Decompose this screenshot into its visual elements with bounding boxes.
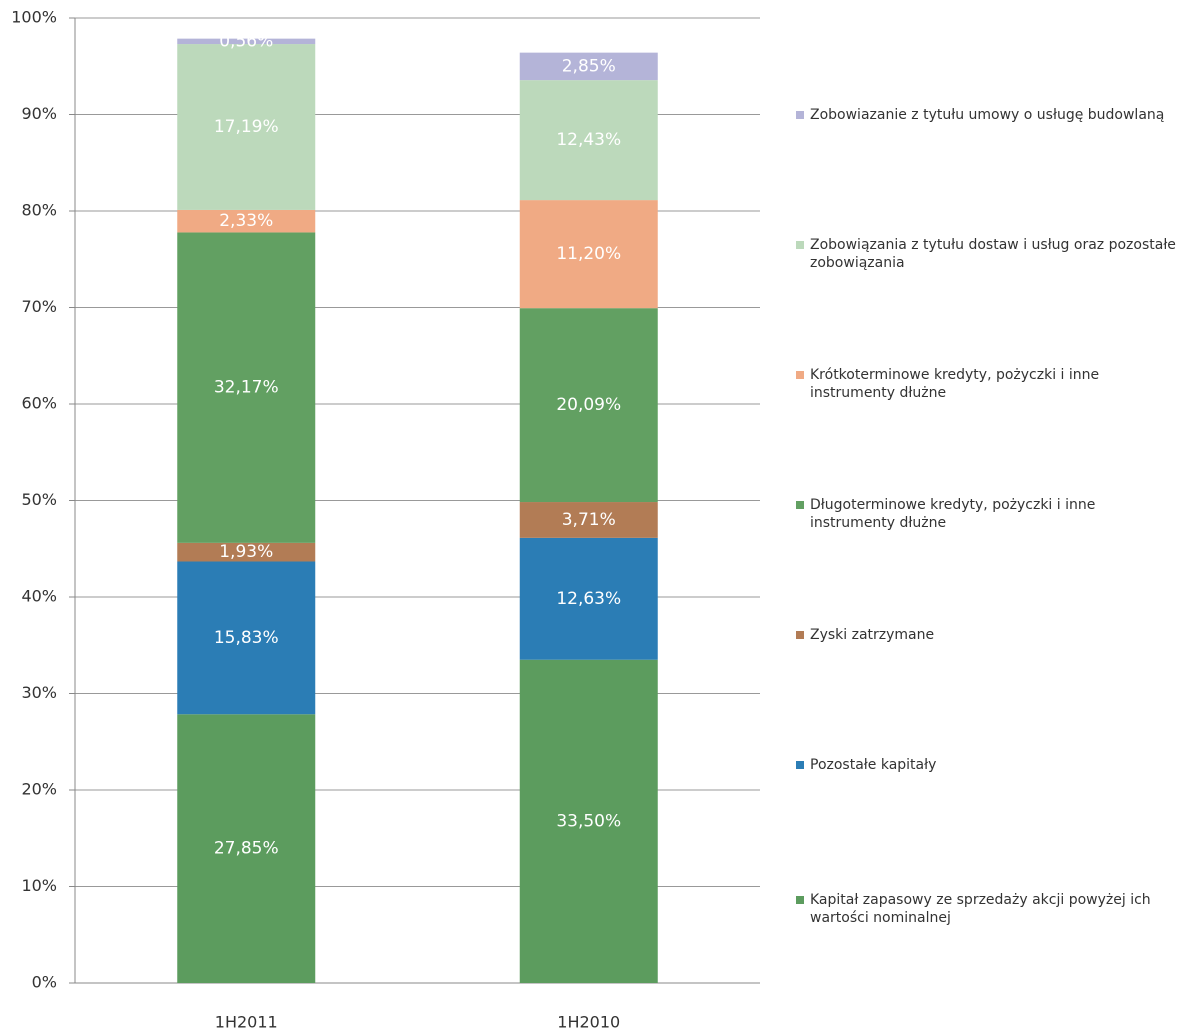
legend-item: Długoterminowe kredyty, pożyczki i inne … <box>796 496 1176 532</box>
y-tick-label: 30% <box>21 683 57 702</box>
legend-label: Długoterminowe kredyty, pożyczki i inne … <box>810 497 1096 531</box>
bar-segment <box>177 714 316 983</box>
value-label: 27,85% <box>214 839 279 859</box>
legend-swatch <box>796 241 804 249</box>
bar-segment <box>177 209 316 233</box>
legend-item: Pozostałe kapitały <box>796 756 1176 774</box>
bar-segment <box>519 200 658 309</box>
legend-label: Krótkoterminowe kredyty, pożyczki i inne… <box>810 367 1100 401</box>
value-label: 32,17% <box>214 378 279 398</box>
bar-segment <box>177 232 316 543</box>
legend-label: Pozostałe kapitały <box>810 757 937 773</box>
value-label: 33,50% <box>556 811 621 831</box>
legend-swatch <box>796 761 804 769</box>
bar-segment <box>177 561 316 715</box>
y-tick-label: 80% <box>21 201 57 220</box>
y-tick-label: 20% <box>21 780 57 799</box>
bar-segment <box>177 38 316 45</box>
legend-item: Krótkoterminowe kredyty, pożyczki i inne… <box>796 366 1176 402</box>
legend-label: Kapitał zapasowy ze sprzedaży akcji powy… <box>810 892 1151 926</box>
y-tick-label: 0% <box>32 973 57 992</box>
legend-label: Zyski zatrzymane <box>810 627 935 643</box>
bar-segment <box>519 502 658 538</box>
bar-segment <box>519 537 658 660</box>
y-tick-label: 40% <box>21 587 57 606</box>
x-tick-label: 1H2011 <box>215 1013 278 1032</box>
bar-segment <box>519 80 658 201</box>
bar-segment <box>519 659 658 983</box>
value-label: 17,19% <box>214 117 279 137</box>
legend-swatch <box>796 111 804 119</box>
legend-item: Zyski zatrzymane <box>796 626 1176 644</box>
legend-label: Zobowiązania z tytułu dostaw i usług ora… <box>810 237 1176 271</box>
y-tick-label: 100% <box>11 8 57 27</box>
legend-swatch <box>796 896 804 904</box>
bar-segment <box>519 52 658 81</box>
value-label: 2,33% <box>219 211 273 231</box>
y-tick-label: 60% <box>21 394 57 413</box>
legend-item: Zobowiazanie z tytułu umowy o usługę bud… <box>796 106 1176 124</box>
value-label: 2,85% <box>562 56 616 76</box>
value-label: 3,71% <box>562 510 616 530</box>
y-tick-label: 90% <box>21 104 57 123</box>
x-tick-label: 1H2010 <box>557 1013 620 1032</box>
legend-item: Kapitał zapasowy ze sprzedaży akcji powy… <box>796 891 1176 927</box>
value-label: 1,93% <box>219 542 273 562</box>
legend-item: Zobowiązania z tytułu dostaw i usług ora… <box>796 236 1176 272</box>
value-label: 11,20% <box>556 244 621 264</box>
legend-label: Zobowiazanie z tytułu umowy o usługę bud… <box>810 107 1165 123</box>
value-label: 0,56% <box>219 31 273 51</box>
legend-swatch <box>796 371 804 379</box>
value-label: 15,83% <box>214 628 279 648</box>
chart: 0% 10% 20% 30% 40% 50% 60% 70% 80% 90% 100% 1H2011 2… <box>11 8 760 1032</box>
value-label: 12,63% <box>556 589 621 609</box>
bar-segment <box>519 308 658 503</box>
value-label: 20,09% <box>556 395 621 415</box>
legend-swatch <box>796 631 804 639</box>
y-tick-label: 10% <box>21 876 57 895</box>
value-label: 12,43% <box>556 130 621 150</box>
bar-segment <box>177 542 316 562</box>
legend-swatch <box>796 501 804 509</box>
bar-segment <box>177 44 316 210</box>
y-tick-label: 50% <box>21 490 57 509</box>
y-tick-label: 70% <box>21 297 57 316</box>
